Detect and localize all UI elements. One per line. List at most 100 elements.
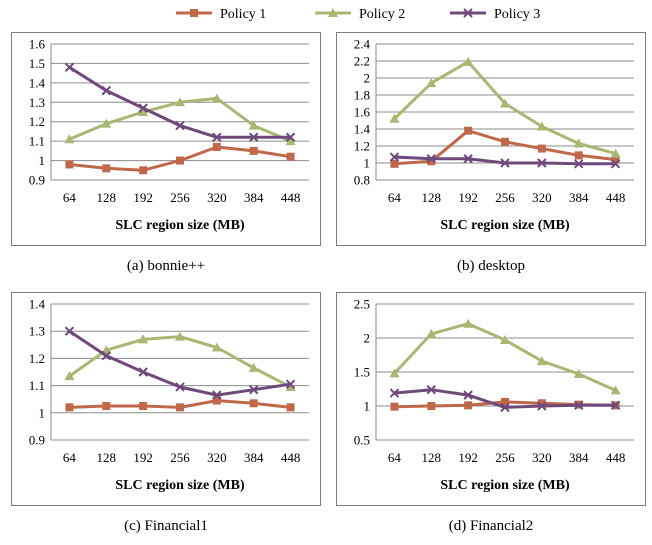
data-point-policy-1 xyxy=(65,403,74,412)
data-point-policy-2 xyxy=(463,318,474,328)
x-tick-label: 256 xyxy=(170,450,190,465)
legend-label: Policy 2 xyxy=(359,7,405,22)
data-point-policy-1 xyxy=(102,402,111,410)
y-tick-label: 1.2 xyxy=(354,139,370,154)
data-point-policy-2 xyxy=(389,113,400,123)
legend-item-policy-1: Policy 1 xyxy=(176,7,266,22)
y-tick-label: 1.1 xyxy=(29,134,45,149)
y-tick-label: 1.3 xyxy=(29,324,45,339)
x-axis-label: SLC region size (MB) xyxy=(115,218,245,233)
data-point-policy-1 xyxy=(249,399,258,408)
data-point-policy-3 xyxy=(285,379,296,389)
x-tick-label: 64 xyxy=(388,450,402,465)
chart-financial2: 0.5 1 1.5 2 2.5 64 128 192 256 320 384 448 SLC regio… xyxy=(336,292,646,506)
legend-marker-triangle xyxy=(328,8,338,17)
series-policy-1 xyxy=(390,126,620,168)
data-point-policy-1 xyxy=(212,142,221,151)
data-point-policy-1 xyxy=(390,159,399,168)
data-point-policy-2 xyxy=(175,331,185,341)
x-tick-label: 128 xyxy=(422,450,442,465)
data-point-policy-3 xyxy=(249,132,259,142)
x-tick-label: 192 xyxy=(458,450,478,465)
data-point-policy-1 xyxy=(427,157,436,166)
data-point-policy-1 xyxy=(102,164,111,173)
chart-panel-bonnie: 0.9 1 1.1 1.2 1.3 1.4 1.5 1.6 64 128 192 256 320 384 4… xyxy=(11,32,321,246)
data-point-policy-2 xyxy=(610,385,621,395)
series-policy-1 xyxy=(65,396,295,412)
x-tick-label: 448 xyxy=(606,190,626,205)
y-tick-label: 1 xyxy=(364,399,371,414)
data-point-policy-1 xyxy=(139,402,148,410)
y-tick-label: 1.8 xyxy=(354,88,370,103)
data-point-policy-3 xyxy=(574,159,584,169)
y-tick-label: 1.4 xyxy=(354,122,371,137)
data-point-policy-2 xyxy=(101,118,112,128)
x-tick-label: 384 xyxy=(244,450,264,465)
x-tick-label: 128 xyxy=(97,450,117,465)
data-point-policy-1 xyxy=(176,156,184,165)
chart-panel-desktop: 0.8 1 1.2 1.4 1.6 1.8 2 2.2 2.4 64 128 192 256 320 384… xyxy=(336,32,646,246)
data-point-policy-3 xyxy=(537,158,547,168)
y-tick-label: 1.6 xyxy=(29,37,46,52)
x-tick-label: 384 xyxy=(244,190,264,205)
data-point-policy-1 xyxy=(537,399,546,408)
caption-desktop: (b) desktop xyxy=(457,258,525,274)
data-point-policy-3 xyxy=(389,388,400,398)
legend-item-policy-2: Policy 2 xyxy=(315,7,405,22)
data-point-policy-1 xyxy=(574,151,583,160)
data-point-policy-3 xyxy=(249,384,259,395)
x-tick-label: 128 xyxy=(422,190,442,205)
x-tick-label: 320 xyxy=(532,450,552,465)
x-tick-label: 448 xyxy=(281,190,301,205)
chart-financial1: 0.9 1 1.1 1.2 1.3 1.4 64 128 192 256 320 384 448 SLC … xyxy=(11,292,321,506)
data-point-policy-3 xyxy=(500,158,510,168)
x-tick-label: 64 xyxy=(63,450,77,465)
series-policy-2 xyxy=(389,318,621,395)
x-tick-label: 448 xyxy=(281,450,301,465)
caption-financial1: (c) Financial1 xyxy=(124,518,208,534)
y-tick-label: 0.5 xyxy=(354,433,370,448)
chart-frame xyxy=(336,292,646,506)
y-tick-label: 2.4 xyxy=(354,37,371,52)
data-point-policy-2 xyxy=(248,120,259,130)
x-tick-label: 64 xyxy=(63,190,77,205)
data-point-policy-2 xyxy=(211,93,222,103)
data-point-policy-2 xyxy=(573,138,584,148)
data-point-policy-1 xyxy=(249,146,258,155)
data-point-policy-3 xyxy=(175,382,185,392)
data-point-policy-3 xyxy=(389,152,400,162)
x-axis-label: SLC region size (MB) xyxy=(440,478,570,493)
data-point-policy-1 xyxy=(212,396,221,405)
data-point-policy-3 xyxy=(610,400,621,411)
data-point-policy-2 xyxy=(536,356,547,366)
data-point-policy-2 xyxy=(64,134,75,144)
data-point-policy-2 xyxy=(573,369,584,379)
x-tick-label: 384 xyxy=(569,450,589,465)
data-point-policy-3 xyxy=(138,367,148,377)
data-point-policy-3 xyxy=(138,103,148,113)
data-point-policy-2 xyxy=(175,97,185,107)
caption-financial2: (d) Financial2 xyxy=(448,518,534,534)
y-tick-label: 1 xyxy=(364,156,371,171)
data-point-policy-1 xyxy=(139,166,148,175)
data-point-policy-3 xyxy=(64,326,75,336)
data-point-policy-3 xyxy=(463,154,473,164)
data-point-policy-2 xyxy=(426,78,437,88)
y-tick-label: 2.5 xyxy=(354,297,370,312)
x-tick-label: 256 xyxy=(495,450,515,465)
y-tick-label: 1.5 xyxy=(29,56,45,71)
y-tick-label: 1 xyxy=(39,153,46,168)
data-point-policy-2 xyxy=(500,335,510,345)
chart-frame xyxy=(11,32,321,246)
x-axis-label: SLC region size (MB) xyxy=(440,218,570,233)
legend-label: Policy 3 xyxy=(494,7,540,22)
legend-label: Policy 1 xyxy=(220,7,266,22)
series-policy-3 xyxy=(389,384,621,413)
data-point-policy-1 xyxy=(464,401,473,410)
x-tick-label: 256 xyxy=(170,190,190,205)
x-tick-label: 448 xyxy=(606,450,626,465)
data-point-policy-2 xyxy=(138,334,149,344)
data-point-policy-3 xyxy=(101,85,111,96)
data-point-policy-3 xyxy=(610,159,621,169)
series-policy-2 xyxy=(64,93,296,146)
